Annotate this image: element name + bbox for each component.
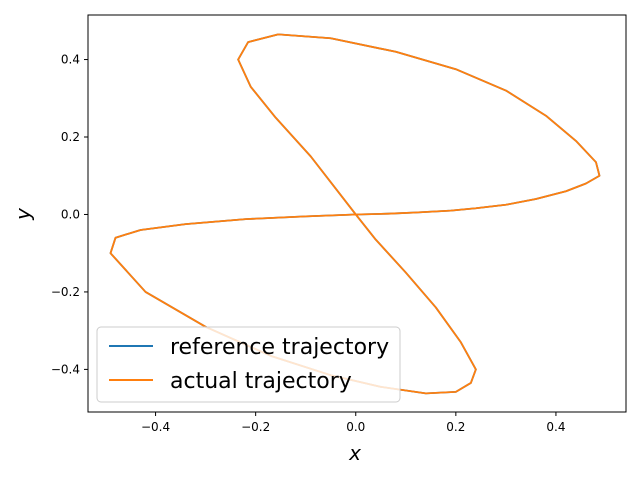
x-axis-ticks: −0.4 −0.2 0.0 0.2 0.4: [141, 412, 565, 434]
y-axis-ticks: −0.4 −0.2 0.0 0.2 0.4: [51, 53, 88, 376]
x-axis-label: x: [348, 441, 361, 465]
series-layer: [109, 33, 601, 395]
legend-label-actual: actual trajectory: [170, 369, 352, 394]
x-tick-label: 0.4: [546, 420, 565, 434]
legend: reference trajectory actual trajectory: [96, 326, 401, 403]
legend-label-reference: reference trajectory: [170, 335, 389, 360]
actual-trajectory-line: [109, 33, 601, 395]
x-tick-label: −0.2: [241, 420, 270, 434]
plot-frame: [87, 14, 627, 413]
y-axis-label: y: [11, 207, 35, 221]
y-tick-label: 0.4: [61, 53, 80, 67]
x-tick-label: 0.0: [346, 420, 365, 434]
x-tick-label: 0.2: [446, 420, 465, 434]
x-tick-label: −0.4: [141, 420, 170, 434]
y-tick-label: −0.4: [51, 362, 80, 376]
legend-box: [96, 326, 401, 403]
y-tick-label: 0.2: [61, 130, 80, 144]
y-tick-label: −0.2: [51, 285, 80, 299]
y-tick-label: 0.0: [61, 207, 80, 221]
